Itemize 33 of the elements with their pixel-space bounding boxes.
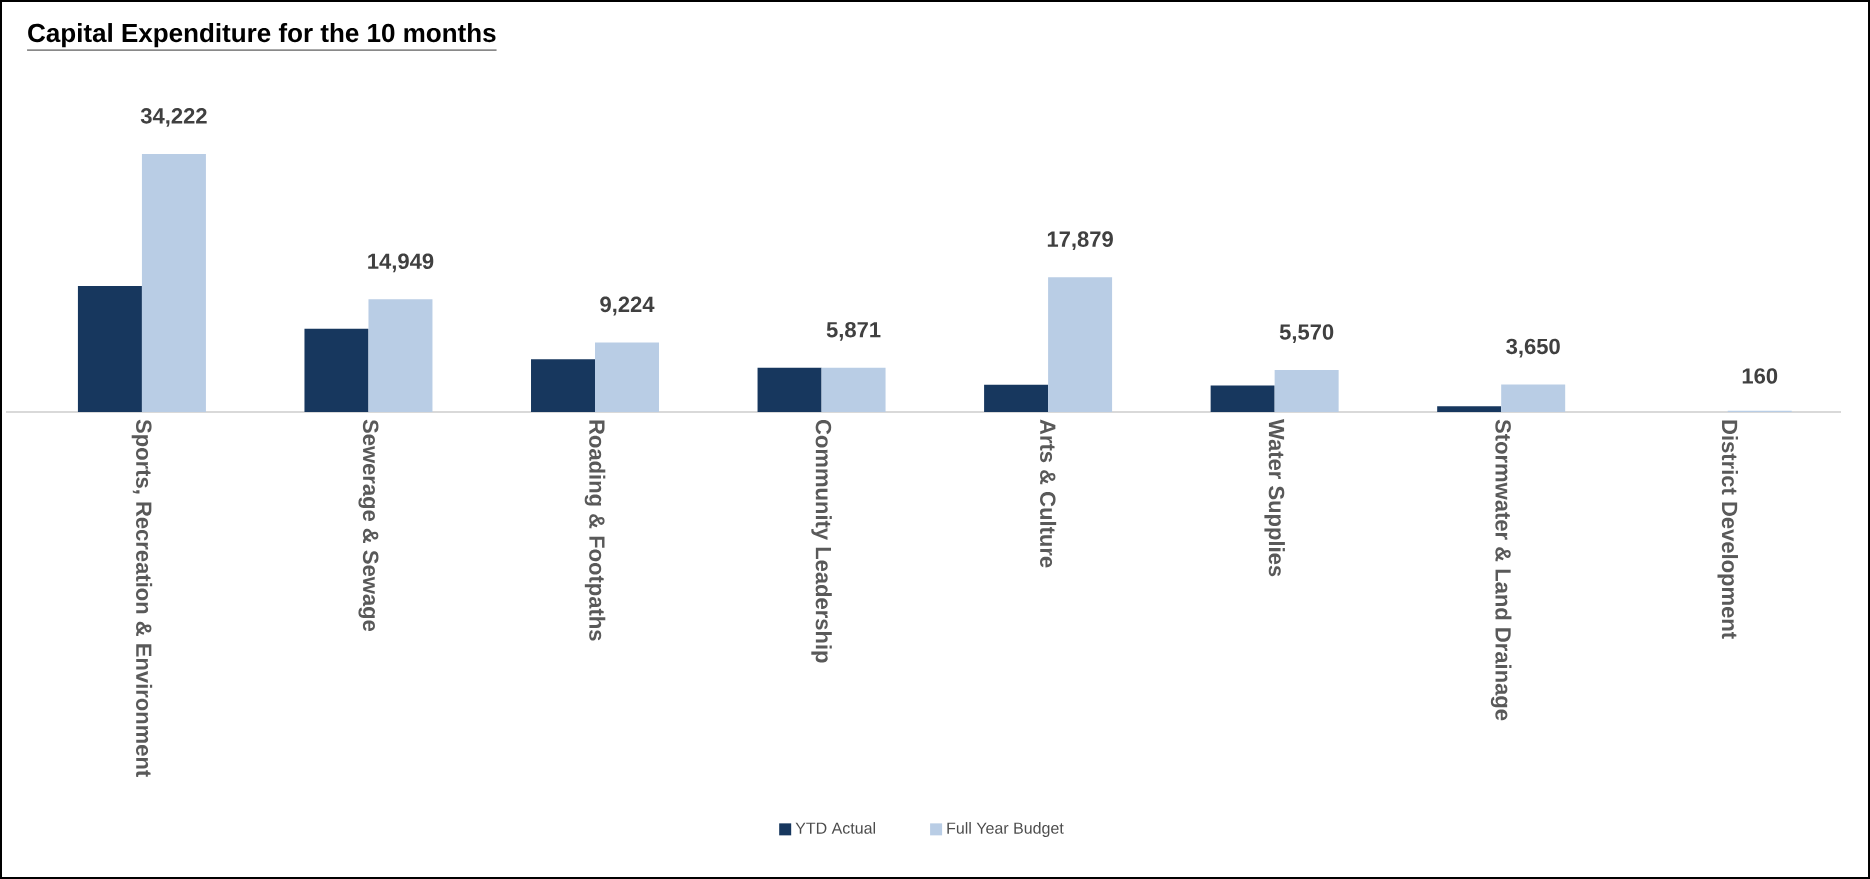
bar (1274, 369, 1339, 412)
bar (1501, 384, 1566, 412)
data-label: 14,949 (368, 253, 434, 273)
x-tick-label: Sports, Recreation & Environment (131, 419, 153, 777)
bar (368, 299, 433, 412)
data-label: 5,871 (826, 321, 881, 341)
bar (1210, 385, 1275, 412)
bar (757, 367, 822, 412)
data-label: 34,222 (140, 108, 207, 127)
x-tick-label: District Development (1717, 420, 1738, 639)
legend-label: YTD Actual (795, 822, 876, 834)
data-label: 3,650 (1506, 338, 1560, 358)
data-label: 5,570 (1279, 324, 1334, 343)
x-tick-label: Sewerage & Sewage (358, 419, 379, 632)
x-tick-label: Stormwater & Land Drainage (1490, 419, 1512, 721)
bar (1437, 406, 1502, 412)
bar (984, 384, 1049, 412)
x-tick-label: Arts & Culture (1040, 419, 1057, 568)
bar (821, 367, 886, 412)
bar (595, 342, 660, 412)
bar (141, 153, 206, 412)
bar (77, 286, 142, 412)
legend-label: Full Year Budget (947, 822, 1064, 837)
bar (531, 359, 596, 412)
x-tick-label: Roading & Footpaths (584, 420, 606, 641)
chart-title: Capital Expenditure for the 10 months (28, 23, 496, 48)
x-tick-label: Water Supplies (1264, 419, 1285, 577)
x-tick-label: Community Leadership (811, 419, 832, 663)
data-label: 160 (1742, 368, 1778, 384)
bar (304, 328, 369, 412)
data-label: 17,879 (1047, 231, 1113, 251)
bar (1048, 277, 1113, 412)
data-label: 9,224 (600, 296, 655, 316)
